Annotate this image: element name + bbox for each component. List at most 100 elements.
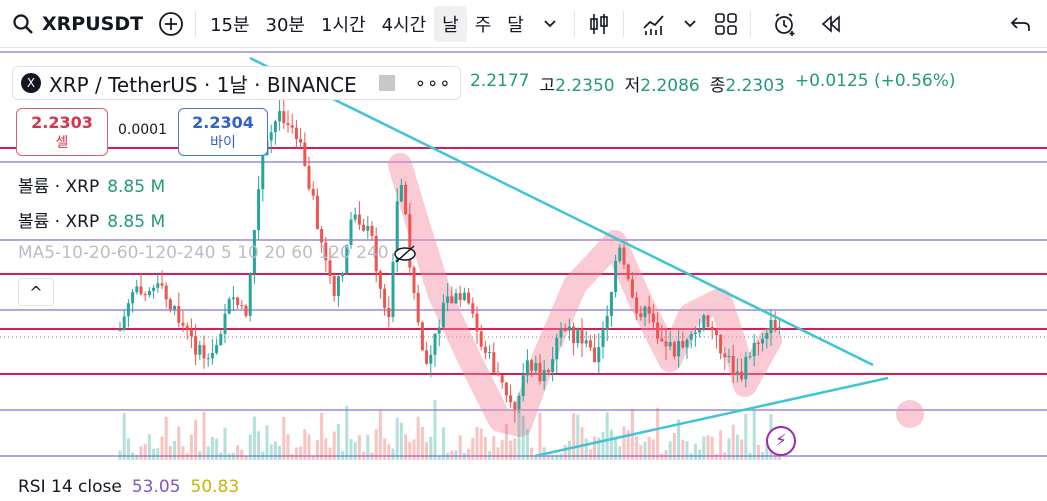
interval-15m[interactable]: 15분	[210, 14, 250, 36]
symbol-search[interactable]: XRPUSDT	[0, 0, 153, 47]
volume-bar	[756, 444, 760, 460]
candle-body	[492, 352, 496, 373]
volume-bar	[164, 416, 168, 460]
volume-bar	[761, 451, 765, 460]
candle-body	[362, 224, 366, 231]
volume-bar	[496, 447, 500, 460]
volume-bar	[156, 448, 160, 460]
candle-body	[609, 292, 613, 316]
volume-bar	[588, 449, 592, 460]
candle-body	[202, 345, 206, 359]
candle-body	[378, 271, 382, 289]
symbol-legend[interactable]: X XRP / TetherUS · 1날 · BINANCE ∘∘∘	[12, 66, 461, 100]
chart-canvas[interactable]	[0, 48, 1047, 501]
candle-body	[261, 155, 265, 190]
volume-bar	[143, 443, 147, 460]
volume-bar	[236, 445, 240, 460]
layout-button[interactable]	[708, 6, 744, 42]
candle-body	[576, 329, 580, 344]
candle-body	[525, 360, 529, 376]
volume-bar	[404, 434, 408, 460]
replay-button[interactable]	[813, 6, 849, 42]
candle-body	[341, 273, 345, 277]
candle-body	[714, 330, 718, 336]
candle-body	[769, 319, 773, 333]
candle-body	[194, 336, 198, 355]
candle-body	[756, 342, 760, 344]
volume-bar	[681, 439, 685, 460]
flag-icon[interactable]	[378, 75, 395, 91]
candle-body	[647, 306, 651, 314]
volume-bar	[593, 436, 597, 460]
indicators-button[interactable]	[636, 6, 672, 42]
collapse-legend-button[interactable]: ^	[18, 278, 54, 306]
hide-eye-icon[interactable]	[394, 245, 416, 263]
candle-body	[668, 341, 672, 347]
volume-bar	[622, 426, 626, 460]
add-symbol-button[interactable]	[153, 6, 189, 42]
candle-body	[278, 111, 282, 122]
sell-button[interactable]: 2.2303 셀	[16, 108, 108, 156]
candle-body	[244, 305, 248, 316]
rsi-legend[interactable]: RSI 14 close 53.05 50.83	[18, 477, 240, 497]
alert-button[interactable]	[767, 6, 803, 42]
interval-day[interactable]: 날	[434, 5, 467, 42]
candle-body	[462, 292, 466, 300]
volume-bar	[651, 439, 655, 460]
projected-path[interactable]	[388, 153, 782, 437]
interval-4h[interactable]: 4시간	[381, 14, 427, 36]
volume-bar	[513, 438, 517, 460]
volume-bar	[525, 429, 529, 460]
candle-body	[429, 354, 433, 364]
volume-bar	[315, 440, 319, 460]
candle-body	[546, 369, 550, 373]
ma-legend[interactable]: MA5-10-20-60-120-240 5 10 20 60 120 240	[18, 243, 389, 263]
volume-legend-2[interactable]: 볼륨 · XRP 8.85 M	[18, 212, 166, 232]
volume-bar	[597, 437, 601, 460]
target-marker[interactable]	[896, 400, 924, 428]
interval-week[interactable]: 주	[474, 14, 492, 36]
add-symbol-icon	[159, 11, 183, 36]
candle-body	[185, 325, 189, 330]
bolt-icon[interactable]: ⚡	[766, 426, 796, 456]
chart-type-button[interactable]	[581, 6, 617, 42]
buy-button[interactable]: 2.2304 바이	[178, 108, 268, 156]
volume-legend-1[interactable]: 볼륨 · XRP 8.85 M	[18, 177, 166, 197]
volume-bar	[252, 416, 256, 460]
candle-body	[160, 283, 164, 286]
volume-bar	[567, 440, 571, 460]
indicators-dropdown[interactable]	[672, 6, 708, 42]
candle-body	[236, 297, 240, 306]
interval-1h[interactable]: 1시간	[321, 14, 366, 36]
volume-bar	[185, 453, 189, 460]
volume-bar	[635, 436, 639, 460]
candle-body	[567, 326, 571, 331]
candle-body	[693, 332, 697, 335]
volume-bar	[362, 451, 366, 460]
interval-dropdown[interactable]	[532, 6, 568, 42]
candle-body	[551, 359, 555, 373]
volume-bar	[441, 427, 445, 460]
volume-bar	[572, 413, 576, 460]
price-chart[interactable]	[0, 48, 1047, 501]
descending-trendline[interactable]	[249, 56, 874, 367]
volume-bar	[282, 416, 286, 460]
volume-bar	[265, 425, 269, 460]
undo-button[interactable]	[1003, 6, 1039, 42]
candle-body	[530, 360, 534, 371]
candle-body	[374, 235, 378, 272]
candlesticks	[118, 98, 781, 423]
top-toolbar: XRPUSDT 15분 30분 1시간 4시간 날 주 달	[0, 0, 1047, 48]
candle-body	[215, 345, 219, 354]
candle-body	[252, 229, 256, 274]
volume-bar	[345, 405, 349, 460]
candle-body	[777, 327, 781, 329]
volume-bar	[471, 438, 475, 460]
ascending-trendline[interactable]	[534, 376, 889, 458]
volume-bar	[332, 431, 336, 460]
more-options-icon[interactable]: ∘∘∘	[414, 72, 452, 94]
volume-bar	[299, 446, 303, 460]
interval-month[interactable]: 달	[507, 14, 524, 36]
candle-body	[719, 335, 723, 354]
interval-30m[interactable]: 30분	[265, 14, 305, 36]
